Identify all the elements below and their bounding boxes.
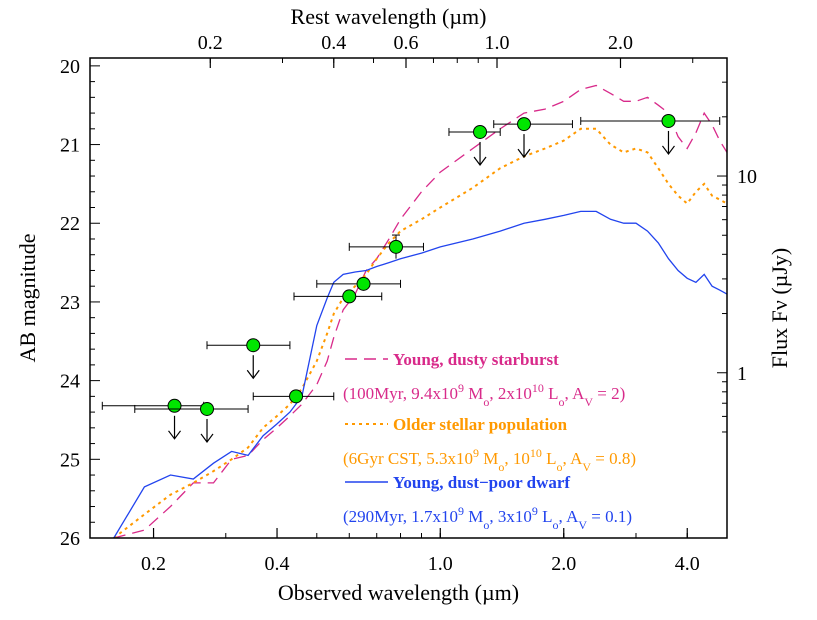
data-point: [493, 117, 573, 159]
right-tick-label: 1: [737, 363, 747, 385]
data-point: [348, 234, 424, 259]
point-marker: [517, 117, 532, 132]
top-tick-label: 0.2: [198, 32, 223, 54]
model-curves: [113, 84, 727, 538]
point-marker: [661, 113, 676, 128]
point-marker: [289, 389, 304, 404]
data-point: [206, 338, 291, 380]
right-axis-label: Flux Fν (µJy): [767, 248, 792, 368]
x-tick-label: 4.0: [675, 553, 700, 575]
point-marker: [473, 124, 488, 139]
legend-detail: (6Gyr CST, 5.3x109 Mo, 1010 Lo, AV = 0.8…: [343, 446, 636, 474]
y-tick-label: 26: [60, 528, 80, 550]
point-marker: [356, 276, 371, 291]
y-tick-label: 20: [60, 56, 80, 78]
y-axis-label: AB magnitude: [15, 234, 40, 363]
plot-frame: [89, 57, 728, 539]
data-point: [101, 398, 205, 440]
x-tick-label: 1.0: [428, 553, 453, 575]
y-tick-label: 21: [60, 135, 80, 157]
arrow-head: [661, 145, 675, 155]
legend-title: Young, dust−poor dwarf: [393, 473, 570, 492]
legend: Young, dusty starburst (100Myr, 9.4x109 M…: [343, 350, 636, 532]
arrow-head: [200, 433, 214, 443]
y-tick-label: 23: [60, 292, 80, 314]
legend-title: Older stellar population: [393, 415, 568, 434]
y-tick-label: 22: [60, 213, 80, 235]
data-point: [316, 276, 402, 291]
point-marker: [246, 338, 261, 353]
point-marker: [342, 289, 357, 304]
data-points: [101, 113, 721, 443]
arrow-head: [517, 148, 531, 159]
x-axis-label: Observed wavelength (µm): [278, 580, 519, 605]
y-tick-label: 25: [60, 449, 80, 471]
legend-detail: (100Myr, 9.4x109 Mo, 2x1010 Lo, AV = 2): [343, 381, 625, 409]
legend-entry: Young, dust−poor dwarf (290Myr, 1.7x109 M…: [343, 473, 632, 532]
point-marker: [200, 401, 215, 416]
series-line-3: [113, 210, 727, 538]
legend-entry: Older stellar population (6Gyr CST, 5.3x1…: [343, 415, 636, 474]
arrow-head: [473, 156, 487, 166]
top-tick-label: 0.4: [321, 32, 346, 54]
data-point: [580, 113, 721, 155]
data-point: [293, 289, 383, 304]
series-line-2: [113, 127, 727, 538]
top-axis-label: Rest wavelength (µm): [291, 4, 487, 29]
data-point: [252, 389, 335, 404]
top-tick-label: 0.6: [393, 32, 418, 54]
legend-detail: (290Myr, 1.7x109 Mo, 3x109 Lo, AV = 0.1): [343, 504, 632, 532]
series-line-1: [113, 84, 727, 538]
data-point: [134, 401, 249, 443]
arrow-head: [168, 430, 182, 440]
x-tick-label: 0.4: [265, 553, 290, 575]
legend-title: Young, dusty starburst: [393, 350, 559, 369]
point-marker: [167, 398, 182, 413]
x-tick-label: 0.2: [141, 553, 166, 575]
axis-ticks: 0.2 0.4 1.0 2.0 4.0 0.2 0.4 0.6 1.0 2.0 20 21 22 23 24…: [60, 32, 757, 575]
legend-entry: Young, dusty starburst (100Myr, 9.4x109 M…: [343, 350, 625, 409]
top-tick-label: 2.0: [608, 32, 633, 54]
x-tick-label: 2.0: [551, 553, 576, 575]
right-tick-label: 10: [737, 166, 757, 188]
top-tick-label: 1.0: [485, 32, 510, 54]
arrow-head: [246, 369, 260, 380]
point-marker: [389, 239, 404, 254]
y-tick-label: 24: [60, 371, 80, 393]
data-point: [448, 124, 501, 166]
